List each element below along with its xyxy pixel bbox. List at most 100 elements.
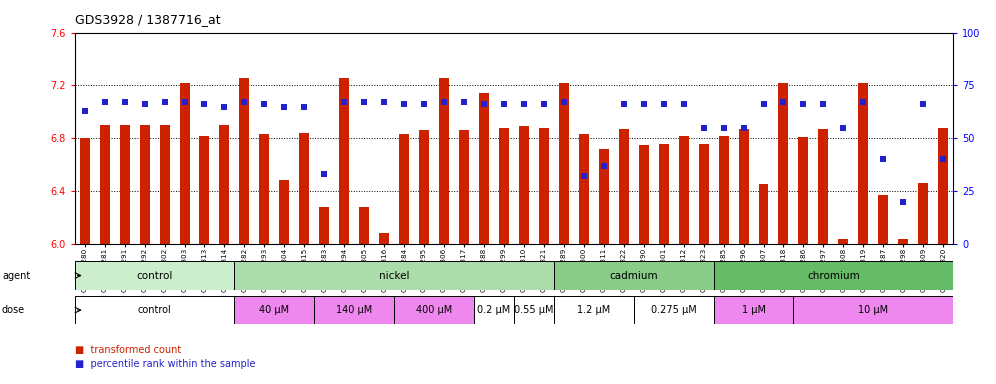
Text: dose: dose <box>2 305 25 315</box>
Bar <box>713 296 794 324</box>
Point <box>856 99 872 106</box>
Bar <box>80 138 90 244</box>
Point <box>337 99 353 106</box>
Point <box>196 101 212 108</box>
Point <box>715 124 731 131</box>
Text: GDS3928 / 1387716_at: GDS3928 / 1387716_at <box>75 13 220 26</box>
Bar <box>839 238 849 244</box>
Bar <box>718 136 728 244</box>
Point <box>875 156 891 162</box>
Bar <box>514 296 554 324</box>
Bar <box>499 127 509 244</box>
Text: 0.275 μM: 0.275 μM <box>650 305 696 315</box>
Bar <box>259 134 269 244</box>
Bar <box>379 233 389 244</box>
Point <box>675 101 691 108</box>
Point <box>376 99 392 106</box>
Bar <box>320 207 330 244</box>
Point <box>935 156 951 162</box>
Bar <box>713 261 953 290</box>
Point <box>77 108 93 114</box>
Bar <box>799 137 809 244</box>
Bar <box>340 78 350 244</box>
Point <box>496 101 512 108</box>
Point <box>317 171 333 177</box>
Point <box>816 101 832 108</box>
Point <box>655 101 671 108</box>
Bar <box>234 296 315 324</box>
Bar <box>199 136 209 244</box>
Point <box>536 101 552 108</box>
Bar <box>779 83 789 244</box>
Point <box>596 163 612 169</box>
Bar <box>419 130 429 244</box>
Bar <box>394 296 474 324</box>
Point <box>136 101 152 108</box>
Bar <box>479 93 489 244</box>
Bar <box>300 133 310 244</box>
Point <box>915 101 931 108</box>
Bar <box>678 136 688 244</box>
Bar <box>819 129 829 244</box>
Bar <box>75 261 234 290</box>
Bar <box>859 83 869 244</box>
Bar <box>239 78 249 244</box>
Bar <box>579 134 589 244</box>
Bar <box>938 127 948 244</box>
Bar <box>759 184 769 244</box>
Bar <box>619 129 628 244</box>
Point <box>756 101 772 108</box>
Bar <box>120 125 129 244</box>
Bar <box>633 296 713 324</box>
Bar <box>554 261 713 290</box>
Point <box>156 99 172 106</box>
Point <box>176 99 192 106</box>
Text: 140 μM: 140 μM <box>336 305 373 315</box>
Bar <box>519 126 529 244</box>
Text: agent: agent <box>2 270 30 281</box>
Point <box>396 101 412 108</box>
Text: 40 μM: 40 μM <box>259 305 290 315</box>
Bar <box>554 296 633 324</box>
Bar <box>159 125 169 244</box>
Text: 1 μM: 1 μM <box>741 305 766 315</box>
Bar <box>399 134 409 244</box>
Point <box>357 99 373 106</box>
Point <box>895 199 911 205</box>
Point <box>97 99 113 106</box>
Bar <box>139 125 149 244</box>
Text: ■  transformed count: ■ transformed count <box>75 345 181 355</box>
Point <box>635 101 651 108</box>
Point <box>276 104 292 110</box>
Point <box>416 101 432 108</box>
Bar <box>559 83 569 244</box>
Bar <box>878 195 888 244</box>
Text: 1.2 μM: 1.2 μM <box>577 305 611 315</box>
Bar <box>75 296 234 324</box>
Bar <box>918 183 928 244</box>
Point <box>256 101 272 108</box>
Point <box>456 99 472 106</box>
Point <box>476 101 492 108</box>
Bar <box>599 149 609 244</box>
Text: 400 μM: 400 μM <box>416 305 452 315</box>
Point <box>236 99 252 106</box>
Bar <box>315 296 394 324</box>
Bar <box>638 145 648 244</box>
Bar <box>179 83 189 244</box>
Bar <box>439 78 449 244</box>
Point <box>556 99 572 106</box>
Bar <box>739 129 749 244</box>
Point <box>297 104 313 110</box>
Bar <box>794 296 953 324</box>
Text: 0.55 μM: 0.55 μM <box>514 305 554 315</box>
Bar <box>658 144 668 244</box>
Text: chromium: chromium <box>807 270 860 281</box>
Text: nickel: nickel <box>378 270 409 281</box>
Bar <box>698 144 708 244</box>
Point <box>695 124 711 131</box>
Point <box>796 101 812 108</box>
Point <box>736 124 752 131</box>
Point <box>576 173 592 179</box>
Text: control: control <box>136 270 172 281</box>
